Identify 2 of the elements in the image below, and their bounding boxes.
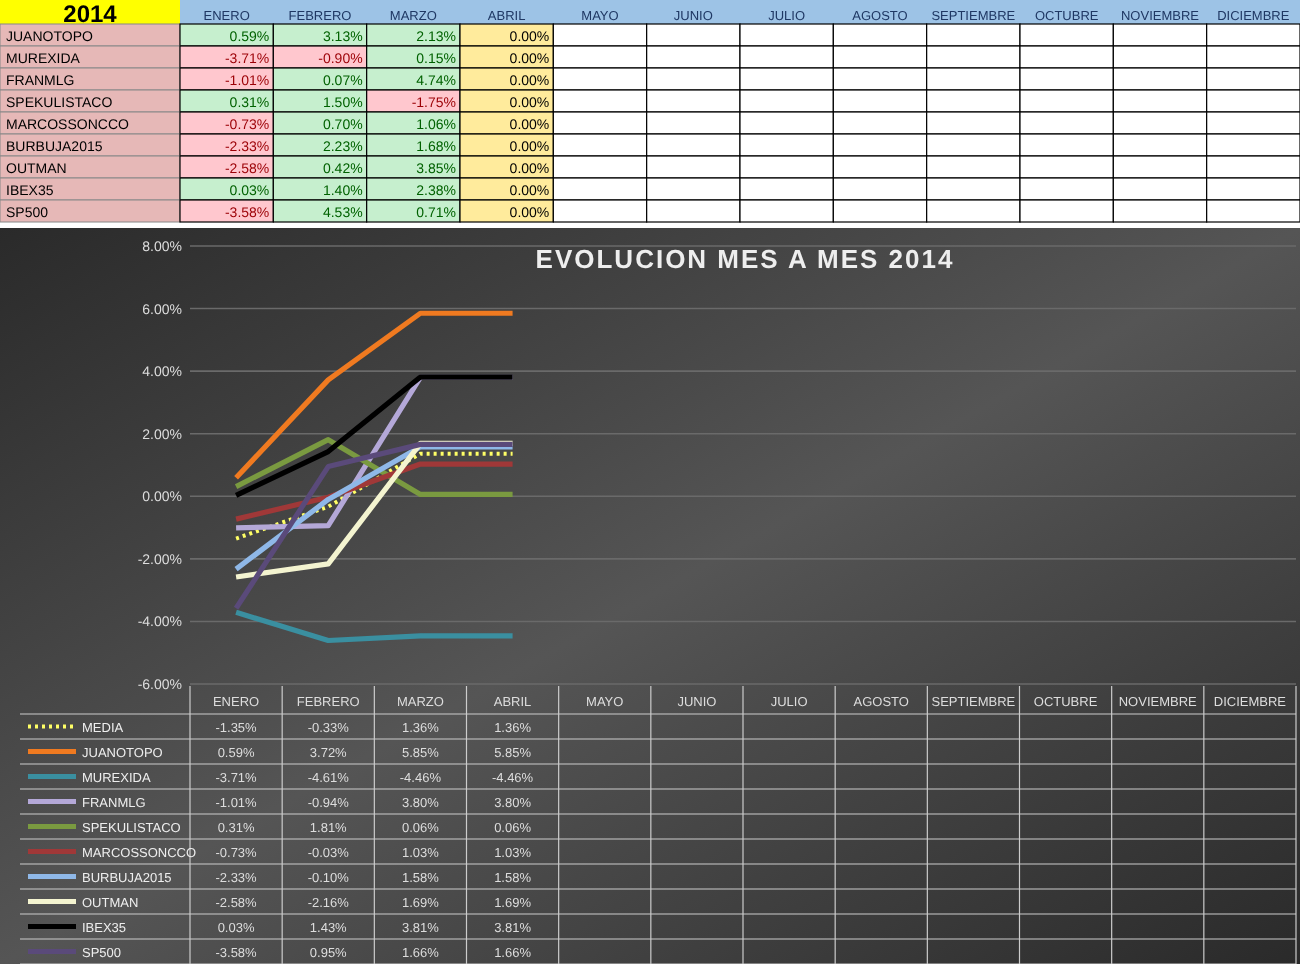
chart-title: EVOLUCION MES A MES 2014 xyxy=(535,244,955,274)
chart-title: 2014 xyxy=(63,0,118,28)
